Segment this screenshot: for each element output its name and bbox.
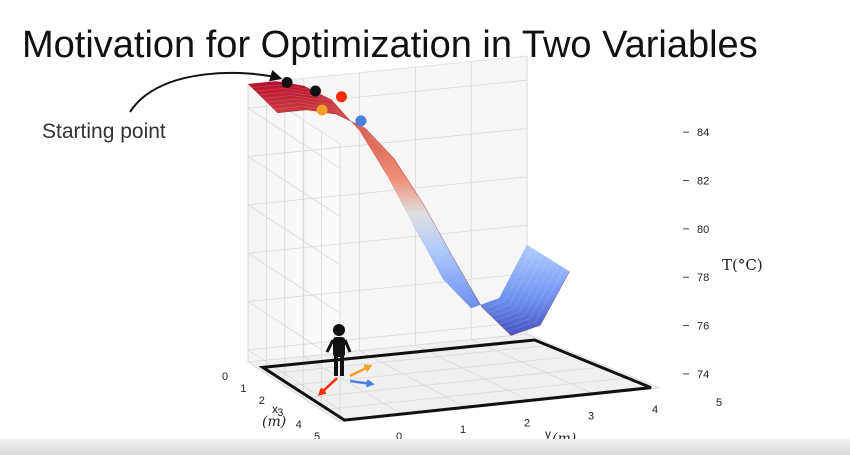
grid-back-horizontal bbox=[247, 128, 528, 157]
x-tick-label: 1 bbox=[240, 383, 246, 395]
y-tick-label: 1 bbox=[460, 424, 466, 436]
direction-arrow-x bbox=[319, 377, 338, 395]
surface-mesh-line bbox=[255, 88, 538, 316]
direction-arrow-x-head bbox=[318, 387, 327, 396]
x-tick-label: 4 bbox=[296, 419, 302, 431]
grid-floor-x bbox=[321, 376, 634, 411]
z-tick-label: 84 bbox=[697, 127, 709, 139]
grid-floor-y bbox=[526, 333, 661, 389]
grid-floor-y bbox=[471, 339, 597, 396]
person-leg bbox=[334, 356, 338, 376]
x-tick-label: 2 bbox=[259, 395, 265, 407]
direction-arrow-y bbox=[349, 379, 373, 386]
grid-floor-y bbox=[359, 350, 469, 409]
direction-arrow-orange bbox=[349, 364, 371, 378]
z-tick-label: 74 bbox=[697, 369, 709, 381]
annotation-arrow bbox=[129, 69, 283, 113]
x-tick-label: 5 bbox=[314, 431, 320, 443]
person-arm bbox=[343, 339, 352, 353]
x-tick-label: 0 bbox=[222, 371, 228, 383]
starting-point-label: Starting point bbox=[42, 120, 166, 143]
surface-mesh-line bbox=[262, 95, 549, 323]
y-axis-label: y bbox=[545, 427, 551, 441]
step-point-marker bbox=[309, 85, 321, 97]
z-axis: 74 76 78 80 82 84 T(°C) bbox=[683, 127, 763, 381]
grid-left-horizontal bbox=[247, 252, 341, 314]
person-body bbox=[333, 337, 345, 357]
grid-left-horizontal bbox=[247, 156, 341, 217]
y-tick-label: 3 bbox=[588, 411, 594, 423]
person-leg bbox=[340, 356, 344, 376]
y-tick-label: 5 bbox=[716, 397, 722, 409]
grid-left-horizontal bbox=[247, 349, 341, 411]
z-tick-label: 78 bbox=[697, 272, 709, 284]
slide-title: Motivation for Optimization in Two Varia… bbox=[22, 24, 758, 66]
floor-boundary bbox=[258, 338, 652, 422]
grid-back-horizontal bbox=[247, 273, 528, 302]
x-axis: 01 23 45 x(m) bbox=[222, 371, 320, 443]
grid-floor-y bbox=[247, 361, 341, 423]
y-tick-label: 0 bbox=[396, 431, 402, 443]
direction-arrow-y-head bbox=[365, 379, 375, 388]
y-tick-label: 2 bbox=[524, 417, 530, 429]
starting-point-marker bbox=[281, 76, 293, 88]
y-tick-label: 4 bbox=[652, 404, 658, 416]
z-tick-label: 82 bbox=[697, 176, 709, 188]
person-figure bbox=[325, 324, 352, 376]
surface-mesh-line bbox=[251, 84, 533, 312]
grid-floor-y bbox=[415, 344, 533, 402]
surface-mesh-line bbox=[258, 91, 544, 319]
surface-mesh-line bbox=[266, 98, 554, 326]
x-axis-unit: (m) bbox=[262, 414, 286, 430]
grid-floor-x bbox=[247, 333, 528, 363]
video-bottom-bar bbox=[0, 439, 850, 455]
grid-floor-y bbox=[303, 356, 405, 416]
direction-arrow-orange-head bbox=[363, 364, 373, 372]
person-head bbox=[333, 324, 345, 336]
person-arm bbox=[325, 339, 335, 353]
z-tick-label: 80 bbox=[697, 224, 709, 236]
grid-back-horizontal bbox=[247, 176, 528, 206]
grid-left-horizontal bbox=[247, 107, 341, 169]
surface-mesh-line bbox=[270, 102, 560, 329]
temperature-surface bbox=[248, 81, 570, 336]
step-point-marker bbox=[335, 91, 347, 103]
x-tick-label: 3 bbox=[277, 407, 283, 419]
grid-left-horizontal bbox=[247, 204, 341, 266]
grid-lines bbox=[247, 56, 661, 423]
surface-mesh bbox=[251, 84, 565, 333]
x-axis-label: x bbox=[272, 402, 278, 416]
floor-pane bbox=[248, 334, 660, 422]
grid-floor-x bbox=[266, 344, 554, 375]
grid-left-horizontal bbox=[247, 301, 341, 362]
grid-back-horizontal bbox=[247, 224, 528, 254]
step-point-marker bbox=[316, 104, 328, 116]
step-point-marker bbox=[355, 115, 367, 127]
grid-back-horizontal bbox=[247, 321, 528, 351]
z-tick-label: 76 bbox=[697, 321, 709, 333]
grid-floor-x bbox=[303, 366, 607, 399]
z-axis-label: T(°C) bbox=[722, 256, 763, 274]
